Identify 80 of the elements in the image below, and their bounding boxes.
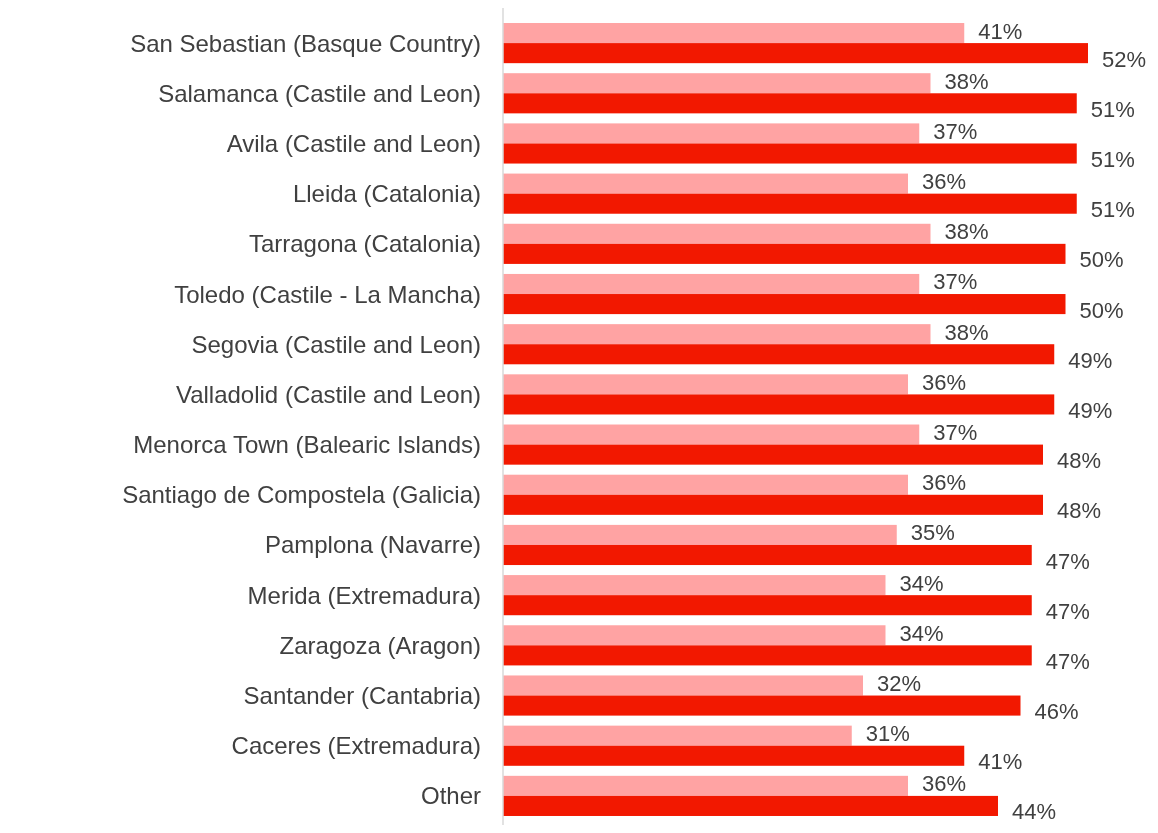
data-label: 32% [877, 670, 922, 696]
y-tick-label: Avila (Castile and Leon) [226, 129, 481, 157]
bar [503, 695, 1021, 716]
data-label: 48% [1057, 498, 1102, 524]
bar [503, 374, 908, 395]
bar [503, 93, 1077, 114]
bar [503, 544, 1032, 566]
data-label: 51% [1090, 197, 1135, 223]
y-tick-label: Caceres (Extremadura) [231, 732, 481, 760]
bar [503, 675, 863, 696]
bar [503, 43, 1088, 64]
bar [503, 223, 931, 244]
y-tick-label: Toledo (Castile - La Mancha) [174, 280, 481, 308]
bar [503, 143, 1077, 164]
y-tick-label: Merida (Extremadura) [247, 581, 481, 609]
data-label: 36% [922, 470, 967, 496]
data-label: 31% [865, 721, 910, 747]
bar [503, 595, 1032, 616]
bar [503, 625, 886, 646]
y-tick-label: Lleida (Catalonia) [292, 180, 481, 208]
bar [503, 324, 931, 345]
bar [503, 795, 998, 816]
y-tick-label: Zaragoza (Aragon) [279, 631, 481, 659]
data-label: 38% [944, 219, 989, 245]
bar [503, 23, 965, 44]
y-tick-label: San Sebastian (Basque Country) [130, 29, 481, 57]
bar [503, 524, 897, 545]
data-label: 47% [1045, 548, 1090, 574]
y-tick-label: Pamplona (Navarre) [264, 531, 481, 559]
bar [503, 243, 1066, 264]
data-label: 51% [1090, 96, 1135, 122]
data-label: 44% [1012, 799, 1057, 825]
data-label: 36% [922, 771, 967, 797]
bar [503, 394, 1055, 415]
y-tick-label: Menorca Town (Balearic Islands) [133, 431, 481, 459]
data-label: 52% [1102, 46, 1147, 72]
y-tick-label: Santander (Cantabria) [243, 682, 481, 710]
bar [503, 344, 1055, 365]
bar [503, 294, 1066, 315]
bar [503, 444, 1043, 465]
bar [503, 745, 965, 766]
data-label: 49% [1068, 347, 1113, 373]
data-label: 50% [1079, 247, 1124, 273]
data-label: 37% [933, 420, 978, 446]
data-label: 35% [910, 520, 955, 546]
data-label: 38% [944, 68, 989, 94]
data-label: 51% [1090, 147, 1135, 173]
data-label: 41% [978, 749, 1023, 775]
bar [503, 193, 1077, 214]
y-tick-label: Segovia (Castile and Leon) [191, 330, 481, 358]
data-label: 36% [922, 369, 967, 395]
data-label: 34% [899, 620, 944, 646]
bar [503, 575, 886, 596]
data-label: 47% [1045, 598, 1090, 624]
y-tick-label: Other [420, 782, 481, 810]
bar [503, 123, 920, 144]
bar [503, 73, 931, 94]
data-label: 48% [1057, 448, 1102, 474]
bar [503, 645, 1032, 666]
y-tick-label: Salamanca (Castile and Leon) [158, 79, 481, 107]
data-label: 34% [899, 570, 944, 596]
data-label: 47% [1045, 648, 1090, 674]
data-label: 37% [933, 269, 978, 295]
data-label: 50% [1079, 297, 1124, 323]
bar [503, 494, 1043, 515]
data-label: 46% [1034, 699, 1079, 725]
data-label: 38% [944, 319, 989, 345]
bar [503, 424, 920, 445]
bar [503, 474, 908, 495]
bar [503, 273, 920, 295]
data-label: 41% [978, 18, 1023, 44]
bar [503, 775, 908, 796]
bar [503, 725, 852, 746]
y-tick-label: Tarragona (Catalonia) [248, 230, 481, 258]
y-tick-label: Valladolid (Castile and Leon) [175, 380, 481, 408]
data-label: 49% [1068, 397, 1113, 423]
y-tick-label: Santiago de Compostela (Galicia) [122, 481, 481, 509]
data-label: 36% [922, 169, 967, 195]
data-label: 37% [933, 118, 978, 144]
bar [503, 173, 908, 194]
